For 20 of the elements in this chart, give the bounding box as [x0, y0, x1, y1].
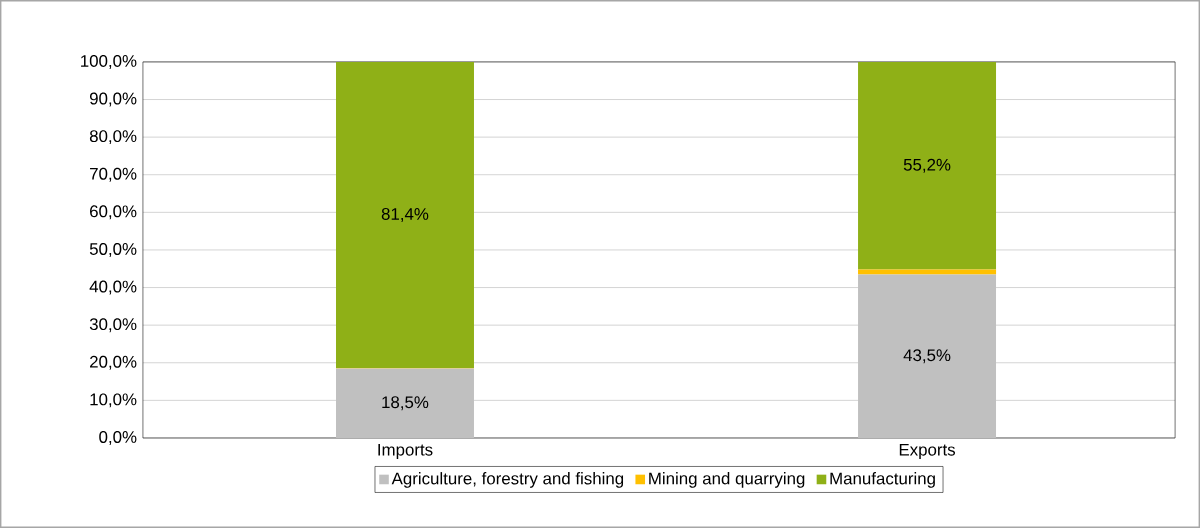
y-tick-label: 20,0% — [90, 355, 137, 370]
y-tick-label: 100,0% — [81, 55, 137, 69]
y-tick-label: 0,0% — [99, 431, 137, 445]
y-tick-label: 30,0% — [89, 318, 137, 333]
y-tick-label: 70,0% — [90, 167, 137, 182]
data-label: 81,4% — [381, 208, 429, 222]
y-tick-label: 80,0% — [89, 130, 137, 145]
y-tick-label: 10,0% — [90, 393, 137, 408]
data-label: 55,2% — [903, 158, 951, 173]
legend-label: Mining and quarrying — [649, 472, 805, 488]
y-tick-label: 60,0% — [90, 205, 137, 220]
x-tick-label: Exports — [899, 443, 956, 460]
y-tick-label: 40,0% — [89, 280, 137, 295]
legend-label: Agriculture, forestry and fishing — [391, 472, 624, 488]
data-label: 18,5% — [382, 396, 429, 411]
legend-label: Manufacturing — [830, 472, 935, 488]
y-tick-label: 50,0% — [89, 243, 137, 257]
x-tick-label: Imports — [378, 443, 433, 460]
y-tick-label: 90,0% — [89, 92, 137, 107]
data-label: 43,5% — [903, 349, 951, 364]
